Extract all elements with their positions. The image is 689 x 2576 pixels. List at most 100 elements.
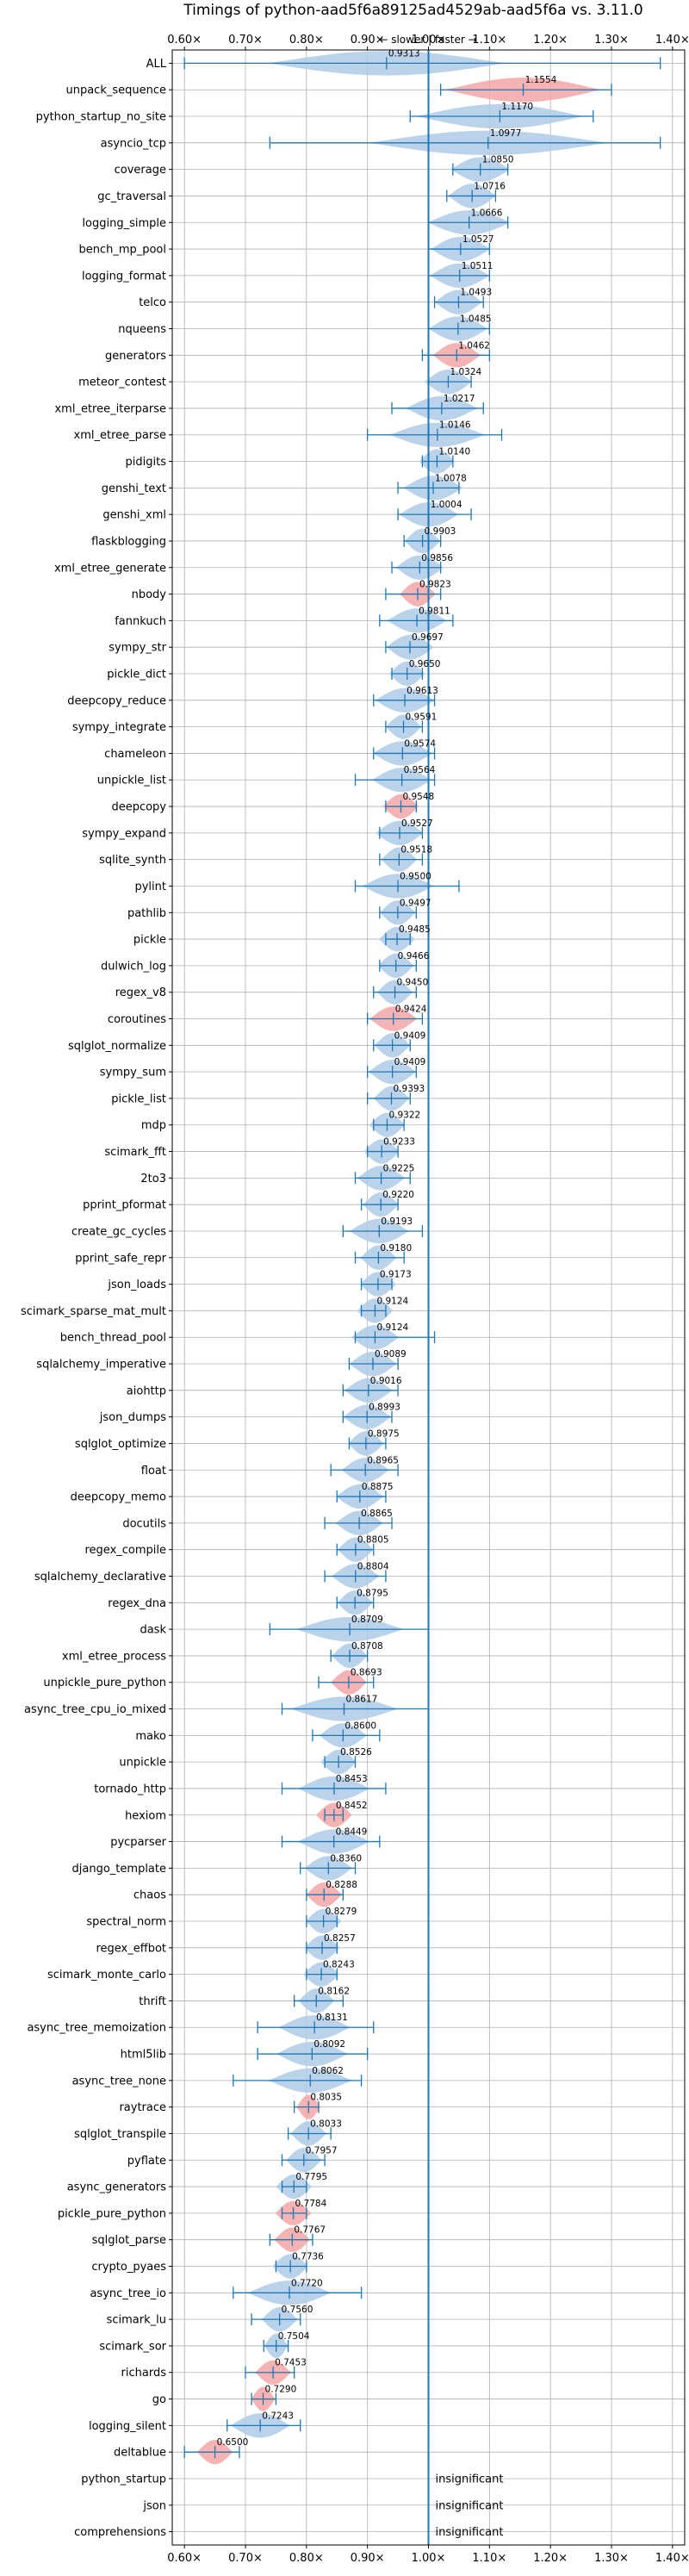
x-tick-label-top: 1.40× xyxy=(655,34,689,47)
benchmark-label: scimark_sor xyxy=(99,2340,166,2353)
value-label: 0.8617 xyxy=(346,1695,378,1705)
value-label: 0.9450 xyxy=(397,978,429,988)
value-label: 0.9548 xyxy=(402,792,434,802)
benchmark-label: xml_etree_parse xyxy=(74,429,166,442)
direction-hint: ← slower | faster → xyxy=(379,34,476,46)
value-label: 0.8600 xyxy=(344,1720,376,1731)
x-tick-label-top: 0.70× xyxy=(228,34,263,47)
benchmark-label: json_dumps xyxy=(99,1411,166,1424)
benchmark-label: raytrace xyxy=(119,2101,166,2114)
benchmark-label: python_startup_no_site xyxy=(36,111,166,124)
benchmark-label: async_tree_memoization xyxy=(27,2022,166,2035)
benchmark-label: coverage xyxy=(115,164,166,177)
x-tick-label-top: 0.60× xyxy=(167,34,202,47)
value-label: 0.9903 xyxy=(425,526,456,537)
value-label: 0.8709 xyxy=(351,1615,383,1625)
benchmark-label: comprehensions xyxy=(74,2526,166,2539)
benchmark-label: go xyxy=(152,2393,166,2406)
value-label: 0.8449 xyxy=(336,1827,368,1838)
value-label: 0.8526 xyxy=(340,1747,372,1758)
value-label: 1.0217 xyxy=(444,394,475,404)
x-tick-label-top: 1.10× xyxy=(472,34,506,47)
benchmark-label: crypto_pyaes xyxy=(91,2261,166,2274)
benchmark-label: pathlib xyxy=(127,907,166,920)
value-label: 0.8975 xyxy=(368,1428,400,1439)
x-tick-label-bottom: 1.00× xyxy=(412,2552,446,2565)
benchmark-label: sqlite_synth xyxy=(99,854,166,867)
benchmark-label: regex_v8 xyxy=(115,986,166,999)
value-label: 0.8452 xyxy=(336,1801,368,1811)
benchmark-label: scimark_fft xyxy=(104,1146,166,1159)
benchmark-label: pickle_pure_python xyxy=(58,2207,166,2220)
value-label: 1.0493 xyxy=(460,288,492,298)
value-label: 0.7720 xyxy=(291,2278,323,2288)
value-label: 0.9650 xyxy=(409,659,441,669)
value-label: 0.9322 xyxy=(388,1111,420,1121)
benchmark-label: genshi_text xyxy=(102,482,166,495)
benchmark-label: deltablue xyxy=(114,2447,166,2460)
benchmark-label: float xyxy=(141,1465,166,1478)
plot-frame xyxy=(171,49,686,2546)
value-label: 0.9564 xyxy=(404,765,436,775)
benchmark-label: sqlglot_optimize xyxy=(75,1438,166,1451)
value-label: 1.0977 xyxy=(490,128,522,139)
benchmark-label: richards xyxy=(121,2367,167,2380)
value-label: 1.0850 xyxy=(482,155,514,165)
value-label: 1.0462 xyxy=(458,340,490,351)
value-label: 0.9016 xyxy=(370,1376,402,1386)
benchmark-label: unpickle_list xyxy=(97,775,166,787)
value-label: 0.8993 xyxy=(369,1403,400,1413)
value-label: 0.7795 xyxy=(295,2172,327,2182)
value-label: 0.7290 xyxy=(265,2385,297,2395)
value-label: 0.9527 xyxy=(401,818,433,829)
value-label: 0.9485 xyxy=(399,924,431,935)
value-label: 1.0324 xyxy=(450,367,481,377)
x-tick-label-bottom: 1.40× xyxy=(655,2552,689,2565)
value-label: 0.7504 xyxy=(278,2331,310,2342)
value-label: 0.6500 xyxy=(217,2437,249,2448)
benchmark-label: scimark_sparse_mat_mult xyxy=(21,1305,166,1318)
benchmark-label: pprint_safe_repr xyxy=(75,1252,166,1265)
value-label: 0.9180 xyxy=(380,1243,412,1254)
benchmark-label: pickle_list xyxy=(111,1092,166,1105)
benchmark-label: nbody xyxy=(132,588,167,601)
value-label: 0.9823 xyxy=(419,580,451,590)
benchmark-label: sqlalchemy_imperative xyxy=(36,1359,166,1372)
benchmark-label: xml_etree_process xyxy=(62,1650,166,1663)
benchmark-label: django_template xyxy=(72,1863,166,1876)
x-tick-label-bottom: 0.80× xyxy=(289,2552,324,2565)
benchmark-label: chaos xyxy=(133,1889,166,1902)
value-label: 0.9500 xyxy=(400,871,431,881)
benchmark-label: unpack_sequence xyxy=(65,84,166,97)
benchmark-label: gc_traversal xyxy=(97,190,166,203)
value-label: 1.0666 xyxy=(471,208,503,218)
value-label: 0.9124 xyxy=(376,1322,408,1333)
benchmark-label: python_startup xyxy=(81,2473,166,2486)
value-label: 0.8693 xyxy=(351,1668,382,1678)
value-label: 1.0527 xyxy=(462,234,494,245)
ticks-layer: 0.60× 0.60× 0.70× 0.70× 0.80× 0.80× 0.90× 0.90×… xyxy=(167,34,689,2565)
benchmark-label: scimark_monte_carlo xyxy=(47,1969,166,1982)
benchmark-label: pycparser xyxy=(110,1836,166,1849)
benchmark-label: xml_etree_generate xyxy=(54,562,166,575)
value-label: 0.9409 xyxy=(394,1030,426,1041)
benchmark-label: 2to3 xyxy=(140,1173,166,1185)
value-label: 0.9193 xyxy=(381,1216,413,1227)
benchmark-label: bench_mp_pool xyxy=(78,244,166,257)
value-label: 0.8131 xyxy=(316,2013,348,2023)
insignificant-label: insignificant xyxy=(436,2473,504,2486)
benchmark-label: create_gc_cycles xyxy=(71,1225,166,1238)
benchmark-label: json xyxy=(142,2499,166,2512)
benchmark-label: pickle xyxy=(133,934,166,947)
x-tick-label-bottom: 1.20× xyxy=(533,2552,568,2565)
value-label: 1.0078 xyxy=(435,473,467,483)
benchmark-label: scimark_lu xyxy=(107,2314,166,2327)
value-label: 0.8035 xyxy=(310,2093,342,2103)
benchmark-label: async_tree_none xyxy=(72,2075,166,2088)
value-label: 0.7767 xyxy=(294,2225,326,2236)
x-tick-label-top: 0.90× xyxy=(351,34,385,47)
value-label: 1.0716 xyxy=(474,181,506,191)
benchmark-label: sqlglot_normalize xyxy=(68,1040,166,1053)
benchmark-label: dask xyxy=(140,1624,166,1637)
